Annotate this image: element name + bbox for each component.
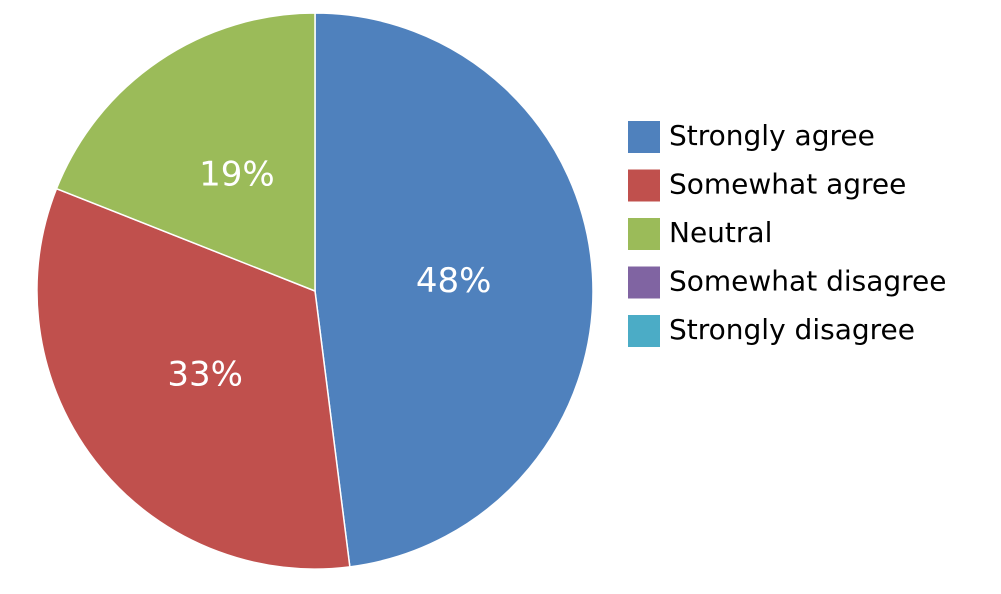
legend-label: Somewhat agree xyxy=(669,168,906,201)
legend-label: Strongly disagree xyxy=(669,313,915,346)
pie-slice xyxy=(314,12,594,568)
legend-label: Somewhat disagree xyxy=(669,265,947,298)
legend-swatch xyxy=(628,169,660,202)
legend-swatch xyxy=(628,266,660,299)
data-label: 48% xyxy=(416,261,492,301)
pie-slice xyxy=(55,12,316,293)
pie-slice xyxy=(36,187,351,570)
legend-label: Neutral xyxy=(669,216,772,249)
legend-label: Strongly agree xyxy=(669,119,875,152)
legend-swatch xyxy=(628,218,660,250)
data-label: 33% xyxy=(167,355,243,395)
legend-swatch xyxy=(628,121,660,153)
data-label: 19% xyxy=(199,155,275,195)
legend-swatch xyxy=(628,315,660,347)
